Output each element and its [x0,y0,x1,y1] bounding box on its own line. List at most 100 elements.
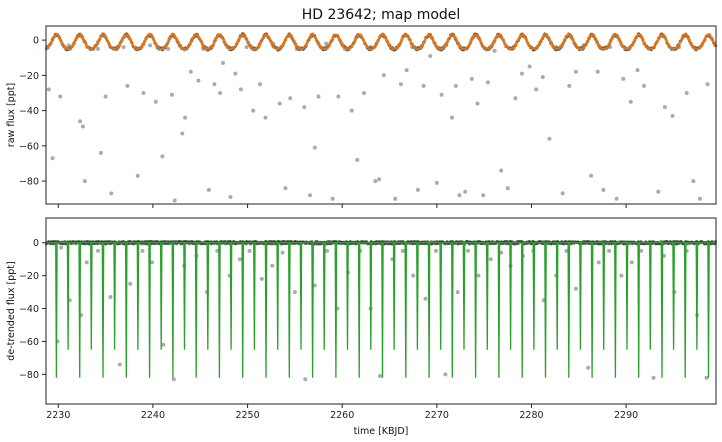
outlier-point [46,87,51,92]
outlier-point [183,115,188,120]
in-eclipse-point [433,248,438,253]
outlier-point [475,101,480,106]
outlier-point [135,173,140,178]
outlier-point [58,94,63,99]
outlier-point [188,69,193,74]
outlier-point [621,76,626,81]
in-eclipse-point [488,257,493,262]
in-eclipse-point [651,375,656,380]
outlier-point [316,94,321,99]
outlier-point [324,41,329,46]
outlier-point [121,45,126,50]
in-eclipse-point [619,273,624,278]
outlier-point [196,78,201,83]
in-eclipse-point [108,295,113,299]
outlier-point [251,108,256,113]
top-y-tick-label: −60 [19,141,39,152]
outlier-point [601,187,606,192]
outlier-point [560,191,565,196]
chart-title: HD 23642; map model [302,7,461,23]
outlier-point [450,115,454,120]
outlier-point [78,119,83,124]
outlier-point [656,189,661,194]
outlier-point [573,69,578,74]
outlier-point [373,179,378,184]
in-eclipse-point [378,374,383,378]
outlier-point [166,46,171,51]
bottom-x-tick-label: 2230 [46,410,70,421]
outlier-point [393,196,398,201]
outlier-point [404,68,409,73]
outlier-point [614,196,619,201]
outlier-point [212,82,217,87]
outlier-point [469,76,474,81]
bottom-y-tick-label: −40 [19,304,39,315]
outlier-point [221,61,225,65]
outlier-point [453,83,458,88]
outlier-point [505,186,510,191]
outlier-point [153,99,158,104]
outlier-point [428,54,433,58]
in-eclipse-point [466,248,471,253]
in-eclipse-point [607,248,612,253]
outlier-point [527,64,532,69]
outlier-point [684,91,689,95]
in-eclipse-point [280,250,285,255]
in-eclipse-point [238,257,242,262]
outlier-point [336,94,341,99]
bottom-x-tick-label: 2260 [330,410,354,421]
outlier-point [172,198,177,203]
bottom-y-tick-label: −20 [19,271,39,282]
in-eclipse-point [476,273,481,278]
in-eclipse-point [259,276,264,281]
in-eclipse-point [455,290,460,295]
outlier-point [421,83,426,88]
in-eclipse-point [629,260,634,265]
top-y-tick-label: −40 [19,106,39,117]
outlier-point [330,196,335,201]
in-eclipse-point [292,290,297,295]
outlier-point [463,189,468,194]
outlier-point [98,150,103,155]
in-eclipse-point [96,248,100,253]
outlier-point [377,177,382,182]
outlier-point [595,69,600,74]
outlier-point [238,87,243,92]
outlier-point [534,87,539,92]
in-eclipse-point [443,372,448,377]
in-eclipse-point [586,365,591,370]
bottom-y-tick-label: 0 [33,238,39,249]
outlier-point [662,105,667,110]
outlier-point [513,96,518,101]
outlier-point [263,115,268,120]
outlier-point [499,168,504,173]
outlier-point [628,99,633,104]
outlier-point [697,196,702,201]
in-eclipse-point [247,248,252,253]
top-y-tick-label: −80 [19,177,39,188]
outlier-point [520,71,524,76]
outlier-point [169,92,174,97]
outlier-point [439,92,444,97]
in-eclipse-point [596,260,601,265]
outlier-point [288,96,293,101]
outlier-point [277,101,282,106]
outlier-point [635,68,640,73]
outlier-point [381,73,386,78]
in-eclipse-point [411,273,416,278]
outlier-point [218,91,223,95]
outlier-point [125,83,130,88]
bottom-x-tick-label: 2270 [425,410,449,421]
outlier-point [233,71,238,76]
outlier-point [109,191,114,196]
outlier-point [206,187,211,192]
bottom-x-tick-label: 2290 [614,410,638,421]
outlier-point [308,193,312,198]
bottom-x-axis-label: time [KBJD] [354,426,409,437]
outlier-point [244,45,249,50]
outlier-point [362,91,366,95]
outlier-point [355,157,360,162]
in-eclipse-point [270,263,275,268]
outlier-point [540,75,545,80]
